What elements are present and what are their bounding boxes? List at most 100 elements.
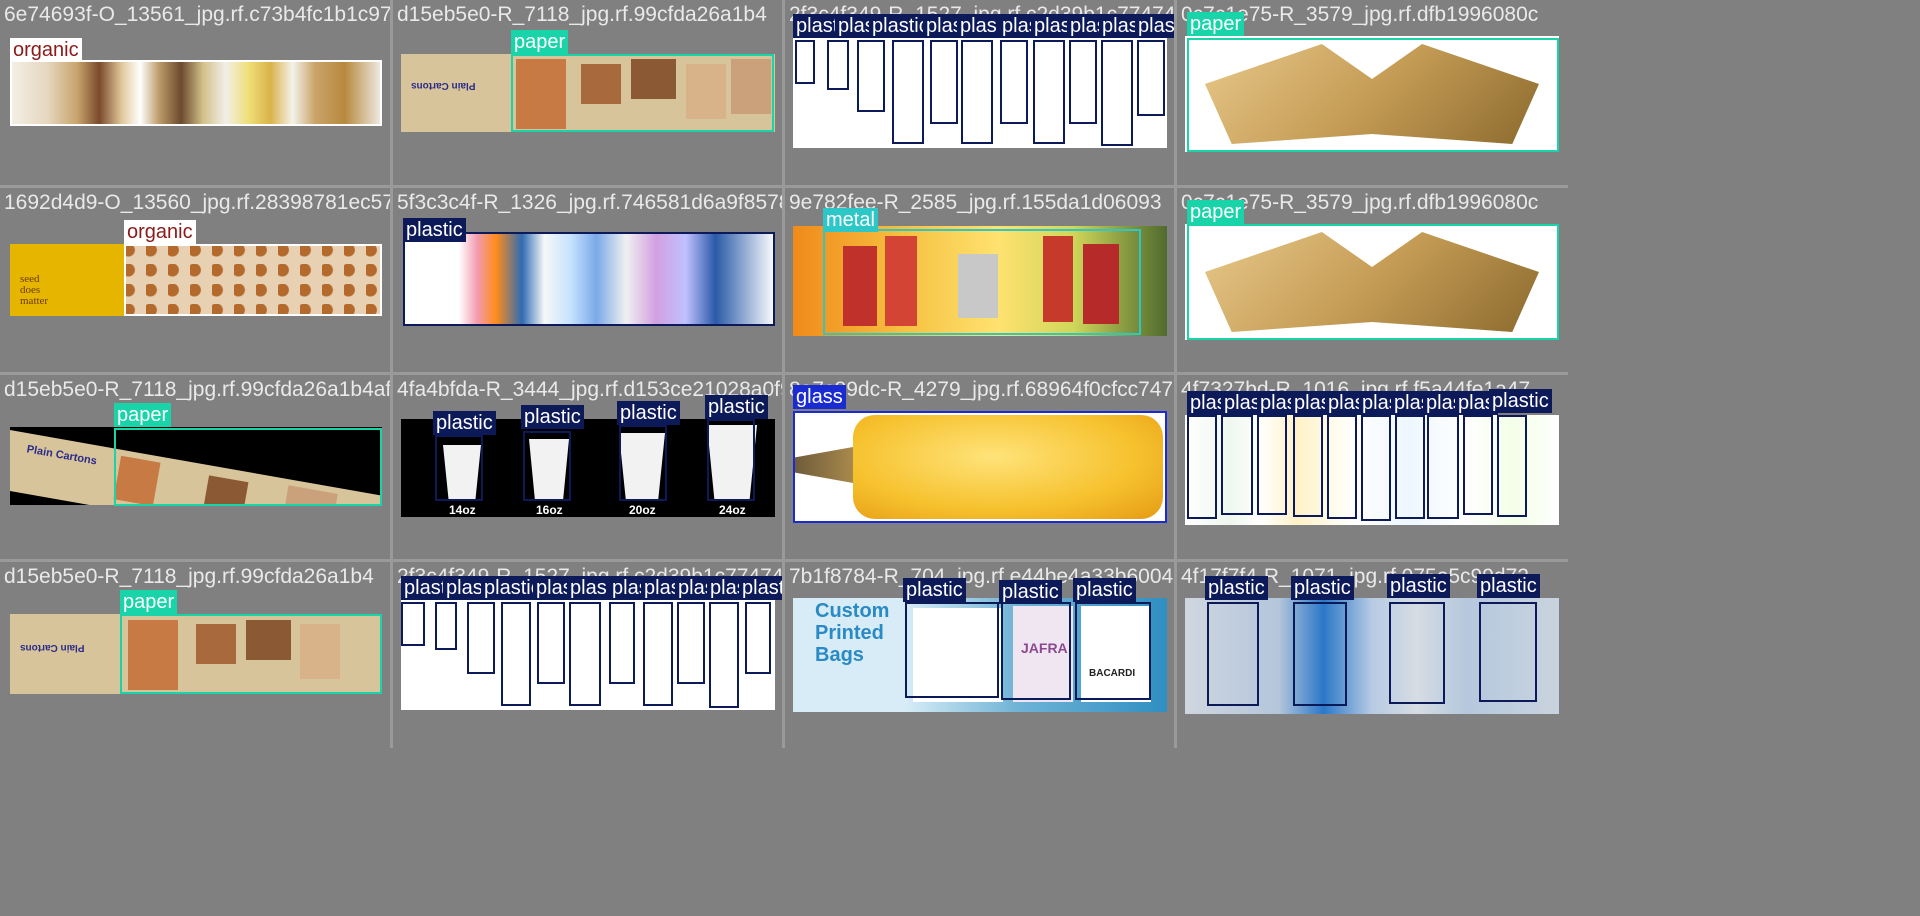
- tile-5[interactable]: 1692d4d9-O_13560_jpg.rf.28398781ec578338…: [0, 188, 390, 372]
- detection-label: glass: [793, 385, 846, 409]
- photo-cartons-rotated: Plain Cartons: [10, 427, 382, 505]
- cup-size-label: 16oz: [536, 503, 563, 517]
- row-divider: [0, 372, 1568, 375]
- detection-label: plastic: [1205, 576, 1268, 600]
- detection-box-plastic: [795, 40, 815, 84]
- detection-box-organic: [124, 244, 382, 316]
- tile-filename: 0c7c1e75-R_3579_jpg.rf.dfb1996080c: [1181, 3, 1539, 26]
- carton-shape: [128, 620, 178, 690]
- detection-box-plastic: [677, 602, 705, 684]
- detection-box-plastic: [1395, 415, 1425, 519]
- photo-soda-bottles: [1185, 415, 1559, 525]
- tile-1[interactable]: 6e74693f-O_13561_jpg.rf.c73b4fc1b1c97e o…: [0, 0, 390, 185]
- carton-shape: [196, 624, 236, 664]
- bag-shape: JAFRA: [1013, 606, 1073, 702]
- detection-label: organic: [124, 220, 196, 244]
- detection-box-plastic: [1463, 415, 1493, 515]
- brand-text-line: seed does matter: [20, 274, 48, 307]
- photo-bottles: [793, 36, 1167, 148]
- detection-label: plastic: [903, 578, 966, 602]
- tile-7[interactable]: 9e782fee-R_2585_jpg.rf.155da1d06093 meta…: [785, 188, 1174, 372]
- bag-shape: BACARDI: [1081, 606, 1151, 702]
- tile-12[interactable]: 4f7327bd-R_1016_jpg.rf.f5a44fe1a47 plas …: [1177, 375, 1568, 559]
- tile-15[interactable]: 7b1f8784-R_704_jpg.rf.e44be4a33b6004 Cus…: [785, 562, 1174, 748]
- detection-label: plastic: [403, 218, 466, 242]
- detection-box-plastic: [537, 602, 565, 684]
- cup-shape: [443, 445, 481, 501]
- detection-label: paper: [1187, 200, 1245, 224]
- carton-shape: [631, 59, 676, 99]
- can-shape: [885, 236, 917, 326]
- detection-label: plastic: [1073, 578, 1136, 602]
- tile-2[interactable]: d15eb5e0-R_7118_jpg.rf.99cfda26a1b4 Plai…: [393, 0, 782, 185]
- detection-box-plastic: [435, 602, 457, 650]
- carton-brand-text: Plain Cartons: [25, 443, 98, 468]
- tile-filename: 6e74693f-O_13561_jpg.rf.c73b4fc1b1c97e: [4, 3, 390, 26]
- photo-cartons: Plain Cartons: [401, 54, 775, 132]
- detection-box-plastic: [401, 602, 425, 646]
- detection-label: plastic: [617, 401, 680, 425]
- tile-filename: 1692d4d9-O_13560_jpg.rf.28398781ec578338…: [4, 191, 390, 214]
- detection-label: plas: [1031, 14, 1074, 38]
- bottle-body: [853, 415, 1163, 519]
- bag-brand-text: JAFRA: [1021, 640, 1068, 656]
- detection-box-plastic: [827, 40, 849, 90]
- cup-size-label: 20oz: [629, 503, 656, 517]
- tile-8[interactable]: 0c7c1e75-R_3579_jpg.rf.dfb1996080c paper: [1177, 188, 1568, 372]
- detection-box-metal: [823, 229, 1141, 335]
- detection-box-organic: [10, 60, 382, 126]
- detection-label: paper: [1187, 12, 1245, 36]
- detection-box-plastic: [1207, 602, 1259, 706]
- tile-6[interactable]: 5f3c3c4f-R_1326_jpg.rf.746581d6a9f8578f …: [393, 188, 782, 372]
- detection-box-plastic: [1000, 40, 1028, 124]
- detection-label: paper: [511, 30, 569, 54]
- detection-label: plastic: [433, 411, 496, 435]
- tile-9[interactable]: d15eb5e0-R_7118_jpg.rf.99cfda26a1b4af9b …: [0, 375, 390, 559]
- bag-brand-text: BACARDI: [1089, 668, 1136, 679]
- detection-label: plas: [1099, 14, 1142, 38]
- tile-13[interactable]: d15eb5e0-R_7118_jpg.rf.99cfda26a1b4 Plai…: [0, 562, 390, 748]
- detection-box-plastic: [1293, 602, 1347, 706]
- photo-bags: Custom Printed Bags JAFRA BACARDI: [793, 598, 1167, 712]
- detection-box-plastic: [1257, 415, 1287, 515]
- tile-16[interactable]: 4f17f7f4-R_1071_jpg.rf.075e5c99d72 plast…: [1177, 562, 1568, 748]
- photo-book: [1185, 36, 1559, 152]
- tile-filename: d15eb5e0-R_7118_jpg.rf.99cfda26a1b4: [397, 3, 767, 26]
- tile-11[interactable]: 8a7c89dc-R_4279_jpg.rf.68964f0cfcc7477f …: [785, 375, 1174, 559]
- tile-14[interactable]: 2f3c4f349-R_1527_jpg.rf.c2d39b1c77474 pl…: [393, 562, 782, 748]
- detection-label: plastic: [869, 14, 932, 38]
- detection-box-plastic: [1327, 415, 1357, 519]
- detection-label: plastic: [739, 576, 782, 600]
- detection-box-plastic: [523, 431, 571, 501]
- detection-label: plas: [567, 576, 610, 600]
- tile-3[interactable]: 2f3c4f349-R_1527_jpg.rf.c2d39b1c77474 pl…: [785, 0, 1174, 185]
- detection-label: metal: [823, 208, 878, 232]
- detection-label: plastic: [1387, 574, 1450, 598]
- detection-box-paper: [1187, 38, 1559, 152]
- headline-word: Bags: [815, 644, 864, 666]
- photo-toiletries: [403, 232, 775, 326]
- mosaic-grid: 6e74693f-O_13561_jpg.rf.c73b4fc1b1c97e o…: [0, 0, 1568, 748]
- detection-box-plastic: [643, 602, 673, 706]
- headline-word: Custom: [815, 600, 890, 622]
- detection-box-plastic: [1497, 415, 1527, 517]
- carton-shape: [686, 64, 726, 119]
- detection-box-plastic: [857, 40, 885, 112]
- detection-box-plastic: [1221, 415, 1253, 515]
- tile-filename: d15eb5e0-R_7118_jpg.rf.99cfda26a1b4af9b: [4, 378, 390, 401]
- tile-filename: 5f3c3c4f-R_1326_jpg.rf.746581d6a9f8578f: [397, 191, 782, 214]
- tile-10[interactable]: 4fa4bfda-R_3444_jpg.rf.d153ce21028a0f9 1…: [393, 375, 782, 559]
- detection-box-plastic: [892, 40, 924, 144]
- detection-label: paper: [120, 590, 178, 614]
- cup-shape: [529, 439, 569, 501]
- bag-shape: [913, 608, 1003, 702]
- tile-4[interactable]: 0c7c1e75-R_3579_jpg.rf.dfb1996080c paper: [1177, 0, 1568, 185]
- carton-shape: [731, 59, 771, 114]
- can-shape: [958, 254, 998, 318]
- detection-box-plastic: [467, 602, 495, 674]
- carton-brand-text: Plain Cartons: [20, 642, 85, 653]
- photo-book: [1185, 224, 1559, 340]
- detection-box-plastic: [501, 602, 531, 706]
- photo-water-jugs: [1185, 598, 1559, 714]
- detection-label: paper: [114, 403, 172, 427]
